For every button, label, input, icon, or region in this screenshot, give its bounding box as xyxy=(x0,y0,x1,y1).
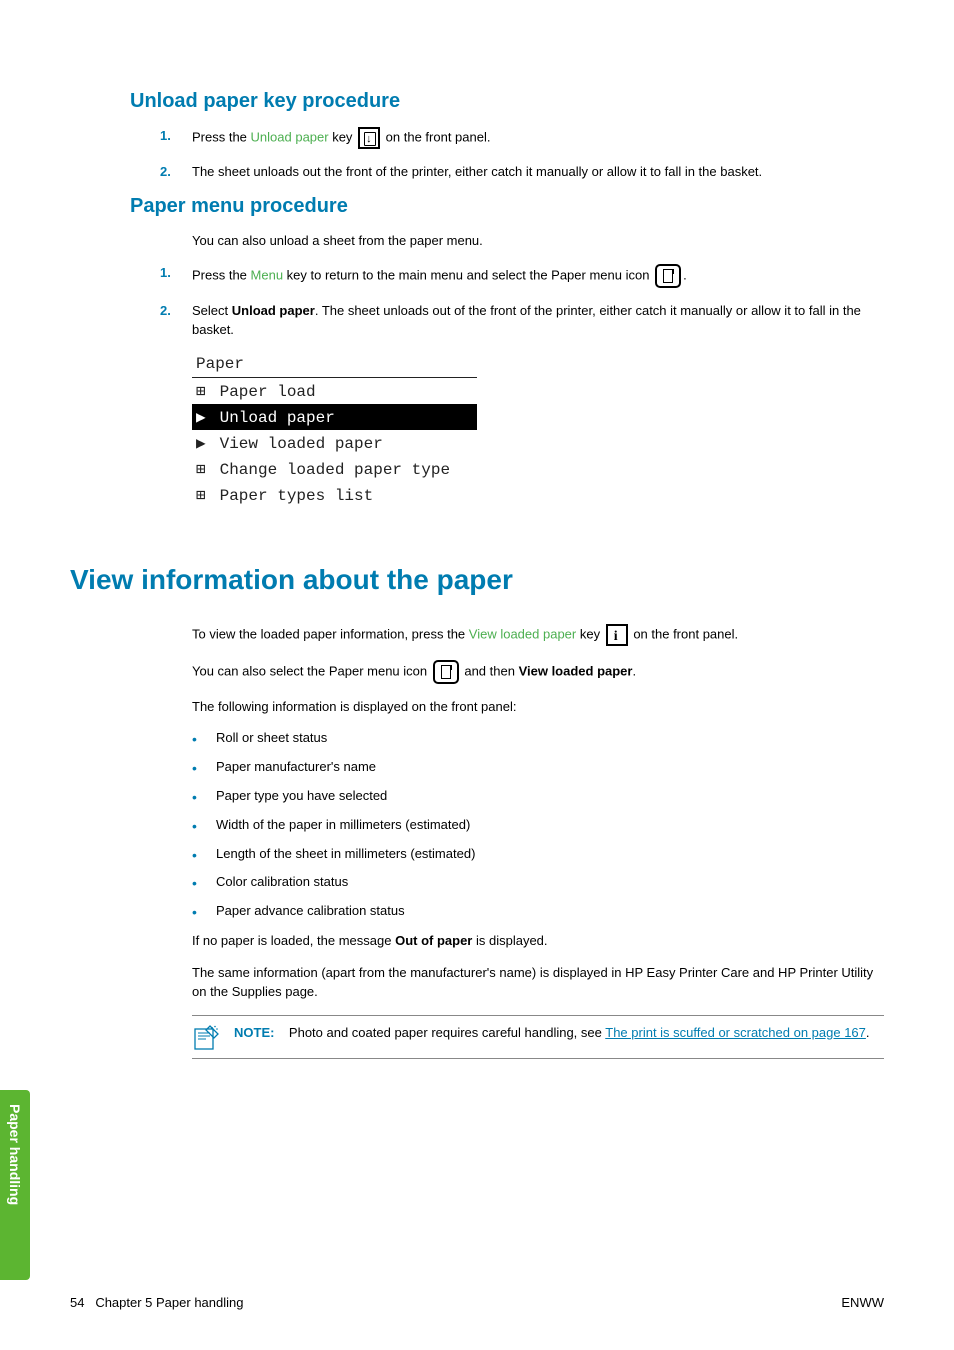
menu-glyph-icon: ⊞ xyxy=(196,485,210,505)
text: key xyxy=(329,129,356,144)
footer-right: ENWW xyxy=(841,1295,884,1310)
menu-row: ▶ View loaded paper xyxy=(192,430,477,456)
step-2: 2. Select Unload paper. The sheet unload… xyxy=(192,302,884,338)
info-key-icon xyxy=(606,624,628,646)
step-number: 2. xyxy=(160,302,171,320)
view-loaded-paper-label: View loaded paper xyxy=(469,626,576,641)
heading-view-information: View information about the paper xyxy=(70,564,884,596)
list-item: Roll or sheet status xyxy=(216,730,884,747)
paragraph: If no paper is loaded, the message Out o… xyxy=(130,932,884,950)
step-1: 1. Press the Menu key to return to the m… xyxy=(192,264,884,288)
step-2: 2. The sheet unloads out the front of th… xyxy=(192,163,884,181)
heading-paper-menu-procedure: Paper menu procedure xyxy=(130,195,884,218)
menu-row-label: View loaded paper xyxy=(210,435,383,453)
step-number: 2. xyxy=(160,163,171,181)
text: The sheet unloads out the front of the p… xyxy=(192,164,762,179)
note-text: NOTE: Photo and coated paper requires ca… xyxy=(234,1024,884,1042)
page-content: Unload paper key procedure 1. Press the … xyxy=(0,0,954,1099)
menu-row-label: Paper load xyxy=(210,383,316,401)
menu-row-label: Unload paper xyxy=(210,409,335,427)
menu-glyph-icon: ⊞ xyxy=(196,381,210,401)
text: To view the loaded paper information, pr… xyxy=(192,626,469,641)
step-number: 1. xyxy=(160,127,171,145)
menu-row: ⊞ Paper load xyxy=(192,378,477,404)
note-label: NOTE: xyxy=(234,1025,274,1040)
printer-menu-screenshot: Paper ⊞ Paper load▶ Unload paper▶ View l… xyxy=(192,353,477,508)
text: . xyxy=(866,1025,870,1040)
text: If no paper is loaded, the message xyxy=(192,933,395,948)
list-item: Paper manufacturer's name xyxy=(216,759,884,776)
menu-glyph-icon: ▶ xyxy=(196,407,210,427)
text: key to return to the main menu and selec… xyxy=(283,268,653,283)
paragraph: You can also select the Paper menu icon … xyxy=(130,660,884,684)
paper-menu-icon xyxy=(655,264,681,288)
text xyxy=(278,1025,289,1040)
text: on the front panel. xyxy=(630,626,738,641)
text: and then xyxy=(461,663,519,678)
paper-menu-icon xyxy=(433,660,459,684)
menu-row: ▶ Unload paper xyxy=(192,404,477,430)
heading-unload-key-procedure: Unload paper key procedure xyxy=(130,90,884,113)
paper-menu-steps: 1. Press the Menu key to return to the m… xyxy=(130,264,884,338)
text: on the front panel. xyxy=(382,129,490,144)
bold-text: Out of paper xyxy=(395,933,472,948)
text: Press the xyxy=(192,129,251,144)
step-number: 1. xyxy=(160,264,171,282)
menu-row-label: Paper types list xyxy=(210,487,373,505)
text: key xyxy=(576,626,603,641)
page-footer: 54 Chapter 5 Paper handling ENWW xyxy=(70,1295,884,1310)
text: Select xyxy=(192,303,232,318)
intro-text: You can also unload a sheet from the pap… xyxy=(130,232,884,250)
unload-key-steps: 1. Press the Unload paper key on the fro… xyxy=(130,127,884,181)
list-item: Paper type you have selected xyxy=(216,788,884,805)
unload-paper-label: Unload paper xyxy=(251,129,329,144)
paragraph: The same information (apart from the man… xyxy=(130,964,884,1000)
side-tab: Paper handling xyxy=(0,1090,30,1280)
menu-glyph-icon: ▶ xyxy=(196,433,210,453)
menu-row: ⊞ Change loaded paper type xyxy=(192,456,477,482)
list-item: Color calibration status xyxy=(216,874,884,891)
menu-title: Paper xyxy=(192,353,477,378)
note-link[interactable]: The print is scuffed or scratched on pag… xyxy=(605,1025,866,1040)
unload-paper-icon xyxy=(358,127,380,149)
text: Press the xyxy=(192,268,251,283)
text: You can also select the Paper menu icon xyxy=(192,663,431,678)
text: . xyxy=(683,268,687,283)
text: . xyxy=(632,663,636,678)
list-item: Paper advance calibration status xyxy=(216,903,884,920)
footer-left: 54 Chapter 5 Paper handling xyxy=(70,1295,243,1310)
paragraph: To view the loaded paper information, pr… xyxy=(130,624,884,646)
menu-row-label: Change loaded paper type xyxy=(210,461,450,479)
text: Photo and coated paper requires careful … xyxy=(289,1025,605,1040)
note-icon xyxy=(192,1024,220,1050)
page-number: 54 xyxy=(70,1295,84,1310)
chapter-label: Chapter 5 Paper handling xyxy=(95,1295,243,1310)
note-block: NOTE: Photo and coated paper requires ca… xyxy=(192,1015,884,1059)
list-item: Width of the paper in millimeters (estim… xyxy=(216,817,884,834)
list-item: Length of the sheet in millimeters (esti… xyxy=(216,846,884,863)
paragraph: The following information is displayed o… xyxy=(130,698,884,716)
step-1: 1. Press the Unload paper key on the fro… xyxy=(192,127,884,149)
info-bullet-list: Roll or sheet status Paper manufacturer's… xyxy=(130,730,884,920)
text: is displayed. xyxy=(472,933,547,948)
bold-text: Unload paper xyxy=(232,303,315,318)
menu-label: Menu xyxy=(251,268,284,283)
menu-row: ⊞ Paper types list xyxy=(192,482,477,508)
bold-text: View loaded paper xyxy=(519,663,633,678)
menu-glyph-icon: ⊞ xyxy=(196,459,210,479)
